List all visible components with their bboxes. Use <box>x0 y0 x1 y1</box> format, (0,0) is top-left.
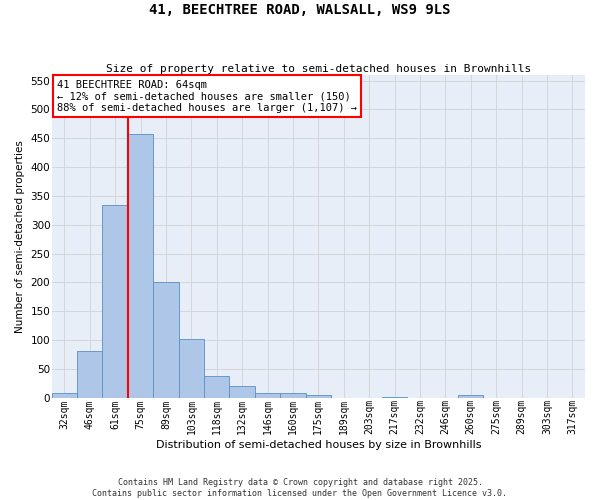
Bar <box>382 396 407 398</box>
Title: Size of property relative to semi-detached houses in Brownhills: Size of property relative to semi-detach… <box>106 64 531 74</box>
Text: 41 BEECHTREE ROAD: 64sqm
← 12% of semi-detached houses are smaller (150)
88% of : 41 BEECHTREE ROAD: 64sqm ← 12% of semi-d… <box>57 80 357 113</box>
Bar <box>255 392 280 398</box>
Text: Contains HM Land Registry data © Crown copyright and database right 2025.
Contai: Contains HM Land Registry data © Crown c… <box>92 478 508 498</box>
Bar <box>305 395 331 398</box>
Bar <box>229 386 255 398</box>
Bar <box>280 393 305 398</box>
Bar <box>204 376 229 398</box>
Bar <box>77 350 103 398</box>
Bar <box>128 134 153 398</box>
Bar <box>458 395 484 398</box>
Bar <box>179 339 204 398</box>
Y-axis label: Number of semi-detached properties: Number of semi-detached properties <box>15 140 25 332</box>
Bar <box>52 393 77 398</box>
X-axis label: Distribution of semi-detached houses by size in Brownhills: Distribution of semi-detached houses by … <box>155 440 481 450</box>
Bar <box>103 204 128 398</box>
Text: 41, BEECHTREE ROAD, WALSALL, WS9 9LS: 41, BEECHTREE ROAD, WALSALL, WS9 9LS <box>149 2 451 16</box>
Bar <box>153 282 179 398</box>
